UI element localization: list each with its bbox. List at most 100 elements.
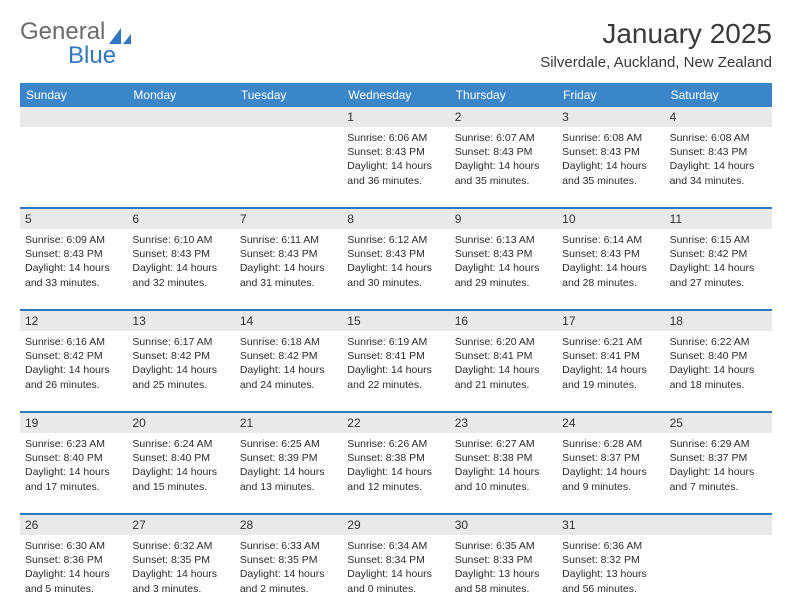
day-info: Sunrise: 6:22 AMSunset: 8:40 PMDaylight:… <box>665 331 772 411</box>
dayname-mon: Monday <box>127 83 234 107</box>
sunrise-text: Sunrise: 6:14 AM <box>562 233 659 247</box>
day-info: Sunrise: 6:16 AMSunset: 8:42 PMDaylight:… <box>20 331 127 411</box>
sunset-text: Sunset: 8:43 PM <box>347 145 444 159</box>
page-header: General Blue January 2025 Silverdale, Au… <box>20 18 772 71</box>
dayname-thu: Thursday <box>450 83 557 107</box>
sunrise-text: Sunrise: 6:29 AM <box>670 437 767 451</box>
daylight-text: Daylight: 14 hours and 24 minutes. <box>240 363 337 391</box>
daylight-text: Daylight: 14 hours and 18 minutes. <box>670 363 767 391</box>
day-number: 22 <box>342 413 449 433</box>
day-number: 5 <box>20 209 127 229</box>
day-number <box>20 107 127 127</box>
sunset-text: Sunset: 8:43 PM <box>562 247 659 261</box>
daylight-text: Daylight: 14 hours and 22 minutes. <box>347 363 444 391</box>
day-number: 6 <box>127 209 234 229</box>
day-info: Sunrise: 6:12 AMSunset: 8:43 PMDaylight:… <box>342 229 449 309</box>
daylight-text: Daylight: 14 hours and 13 minutes. <box>240 465 337 493</box>
daylight-text: Daylight: 14 hours and 17 minutes. <box>25 465 122 493</box>
week-daynum-row: 12131415161718 <box>20 310 772 331</box>
day-info: Sunrise: 6:32 AMSunset: 8:35 PMDaylight:… <box>127 535 234 615</box>
sunrise-text: Sunrise: 6:11 AM <box>240 233 337 247</box>
sunrise-text: Sunrise: 6:30 AM <box>25 539 122 553</box>
week-daynum-row: 1234 <box>20 107 772 127</box>
day-number: 10 <box>557 209 664 229</box>
daylight-text: Daylight: 13 hours and 58 minutes. <box>455 567 552 595</box>
sunrise-text: Sunrise: 6:36 AM <box>562 539 659 553</box>
day-info: Sunrise: 6:25 AMSunset: 8:39 PMDaylight:… <box>235 433 342 513</box>
sunrise-text: Sunrise: 6:10 AM <box>132 233 229 247</box>
day-info <box>665 535 772 615</box>
daylight-text: Daylight: 14 hours and 35 minutes. <box>455 159 552 187</box>
daylight-text: Daylight: 13 hours and 56 minutes. <box>562 567 659 595</box>
title-block: January 2025 Silverdale, Auckland, New Z… <box>540 18 772 71</box>
day-info: Sunrise: 6:23 AMSunset: 8:40 PMDaylight:… <box>20 433 127 513</box>
dayname-fri: Friday <box>557 83 664 107</box>
sunrise-text: Sunrise: 6:22 AM <box>670 335 767 349</box>
day-number: 26 <box>20 515 127 535</box>
day-number: 4 <box>665 107 772 127</box>
daylight-text: Daylight: 14 hours and 35 minutes. <box>562 159 659 187</box>
sunrise-text: Sunrise: 6:08 AM <box>562 131 659 145</box>
daylight-text: Daylight: 14 hours and 0 minutes. <box>347 567 444 595</box>
day-number: 25 <box>665 413 772 433</box>
daylight-text: Daylight: 14 hours and 9 minutes. <box>562 465 659 493</box>
day-number: 9 <box>450 209 557 229</box>
day-number: 2 <box>450 107 557 127</box>
day-number: 18 <box>665 311 772 331</box>
sunrise-text: Sunrise: 6:06 AM <box>347 131 444 145</box>
day-info: Sunrise: 6:13 AMSunset: 8:43 PMDaylight:… <box>450 229 557 309</box>
daylight-text: Daylight: 14 hours and 32 minutes. <box>132 261 229 289</box>
sunset-text: Sunset: 8:42 PM <box>240 349 337 363</box>
week-info-row: Sunrise: 6:16 AMSunset: 8:42 PMDaylight:… <box>20 331 772 411</box>
sunset-text: Sunset: 8:34 PM <box>347 553 444 567</box>
day-info: Sunrise: 6:24 AMSunset: 8:40 PMDaylight:… <box>127 433 234 513</box>
day-info: Sunrise: 6:06 AMSunset: 8:43 PMDaylight:… <box>342 127 449 207</box>
sunset-text: Sunset: 8:43 PM <box>347 247 444 261</box>
daylight-text: Daylight: 14 hours and 29 minutes. <box>455 261 552 289</box>
daylight-text: Daylight: 14 hours and 7 minutes. <box>670 465 767 493</box>
sunset-text: Sunset: 8:42 PM <box>25 349 122 363</box>
week-info-row: Sunrise: 6:06 AMSunset: 8:43 PM Daylight:… <box>20 127 772 207</box>
day-number <box>665 515 772 535</box>
month-title: January 2025 <box>540 18 772 50</box>
day-info: Sunrise: 6:34 AMSunset: 8:34 PMDaylight:… <box>342 535 449 615</box>
week-daynum-row: 567891011 <box>20 208 772 229</box>
week-info-row: Sunrise: 6:09 AMSunset: 8:43 PMDaylight:… <box>20 229 772 309</box>
sunset-text: Sunset: 8:39 PM <box>240 451 337 465</box>
logo: General Blue <box>20 18 133 70</box>
location-text: Silverdale, Auckland, New Zealand <box>540 54 772 71</box>
sunset-text: Sunset: 8:43 PM <box>132 247 229 261</box>
sunrise-text: Sunrise: 6:26 AM <box>347 437 444 451</box>
sunrise-text: Sunrise: 6:34 AM <box>347 539 444 553</box>
week-info-row: Sunrise: 6:23 AMSunset: 8:40 PMDaylight:… <box>20 433 772 513</box>
day-info: Sunrise: 6:08 AMSunset: 8:43 PMDaylight:… <box>665 127 772 207</box>
daylight-text: Daylight: 14 hours and 26 minutes. <box>25 363 122 391</box>
daylight-text: Daylight: 14 hours and 10 minutes. <box>455 465 552 493</box>
day-info: Sunrise: 6:07 AMSunset: 8:43 PMDaylight:… <box>450 127 557 207</box>
day-number: 20 <box>127 413 234 433</box>
daylight-text: Daylight: 14 hours and 19 minutes. <box>562 363 659 391</box>
sunset-text: Sunset: 8:43 PM <box>455 247 552 261</box>
sunset-text: Sunset: 8:40 PM <box>25 451 122 465</box>
day-number <box>235 107 342 127</box>
day-info: Sunrise: 6:18 AMSunset: 8:42 PMDaylight:… <box>235 331 342 411</box>
daylight-text: Daylight: 14 hours and 15 minutes. <box>132 465 229 493</box>
dayname-wed: Wednesday <box>342 83 449 107</box>
day-info: Sunrise: 6:08 AMSunset: 8:43 PMDaylight:… <box>557 127 664 207</box>
day-info: Sunrise: 6:10 AMSunset: 8:43 PMDaylight:… <box>127 229 234 309</box>
day-number: 29 <box>342 515 449 535</box>
day-number: 17 <box>557 311 664 331</box>
dayname-sat: Saturday <box>665 83 772 107</box>
day-number: 21 <box>235 413 342 433</box>
sunset-text: Sunset: 8:42 PM <box>132 349 229 363</box>
sunrise-text: Sunrise: 6:23 AM <box>25 437 122 451</box>
sunset-text: Sunset: 8:40 PM <box>132 451 229 465</box>
day-info: Sunrise: 6:28 AMSunset: 8:37 PMDaylight:… <box>557 433 664 513</box>
day-number: 30 <box>450 515 557 535</box>
sunset-text: Sunset: 8:41 PM <box>562 349 659 363</box>
day-info: Sunrise: 6:33 AMSunset: 8:35 PMDaylight:… <box>235 535 342 615</box>
sunset-text: Sunset: 8:43 PM <box>25 247 122 261</box>
daylight-text: Daylight: 14 hours and 30 minutes. <box>347 261 444 289</box>
sunset-text: Sunset: 8:38 PM <box>455 451 552 465</box>
daylight-text: Daylight: 14 hours and 21 minutes. <box>455 363 552 391</box>
